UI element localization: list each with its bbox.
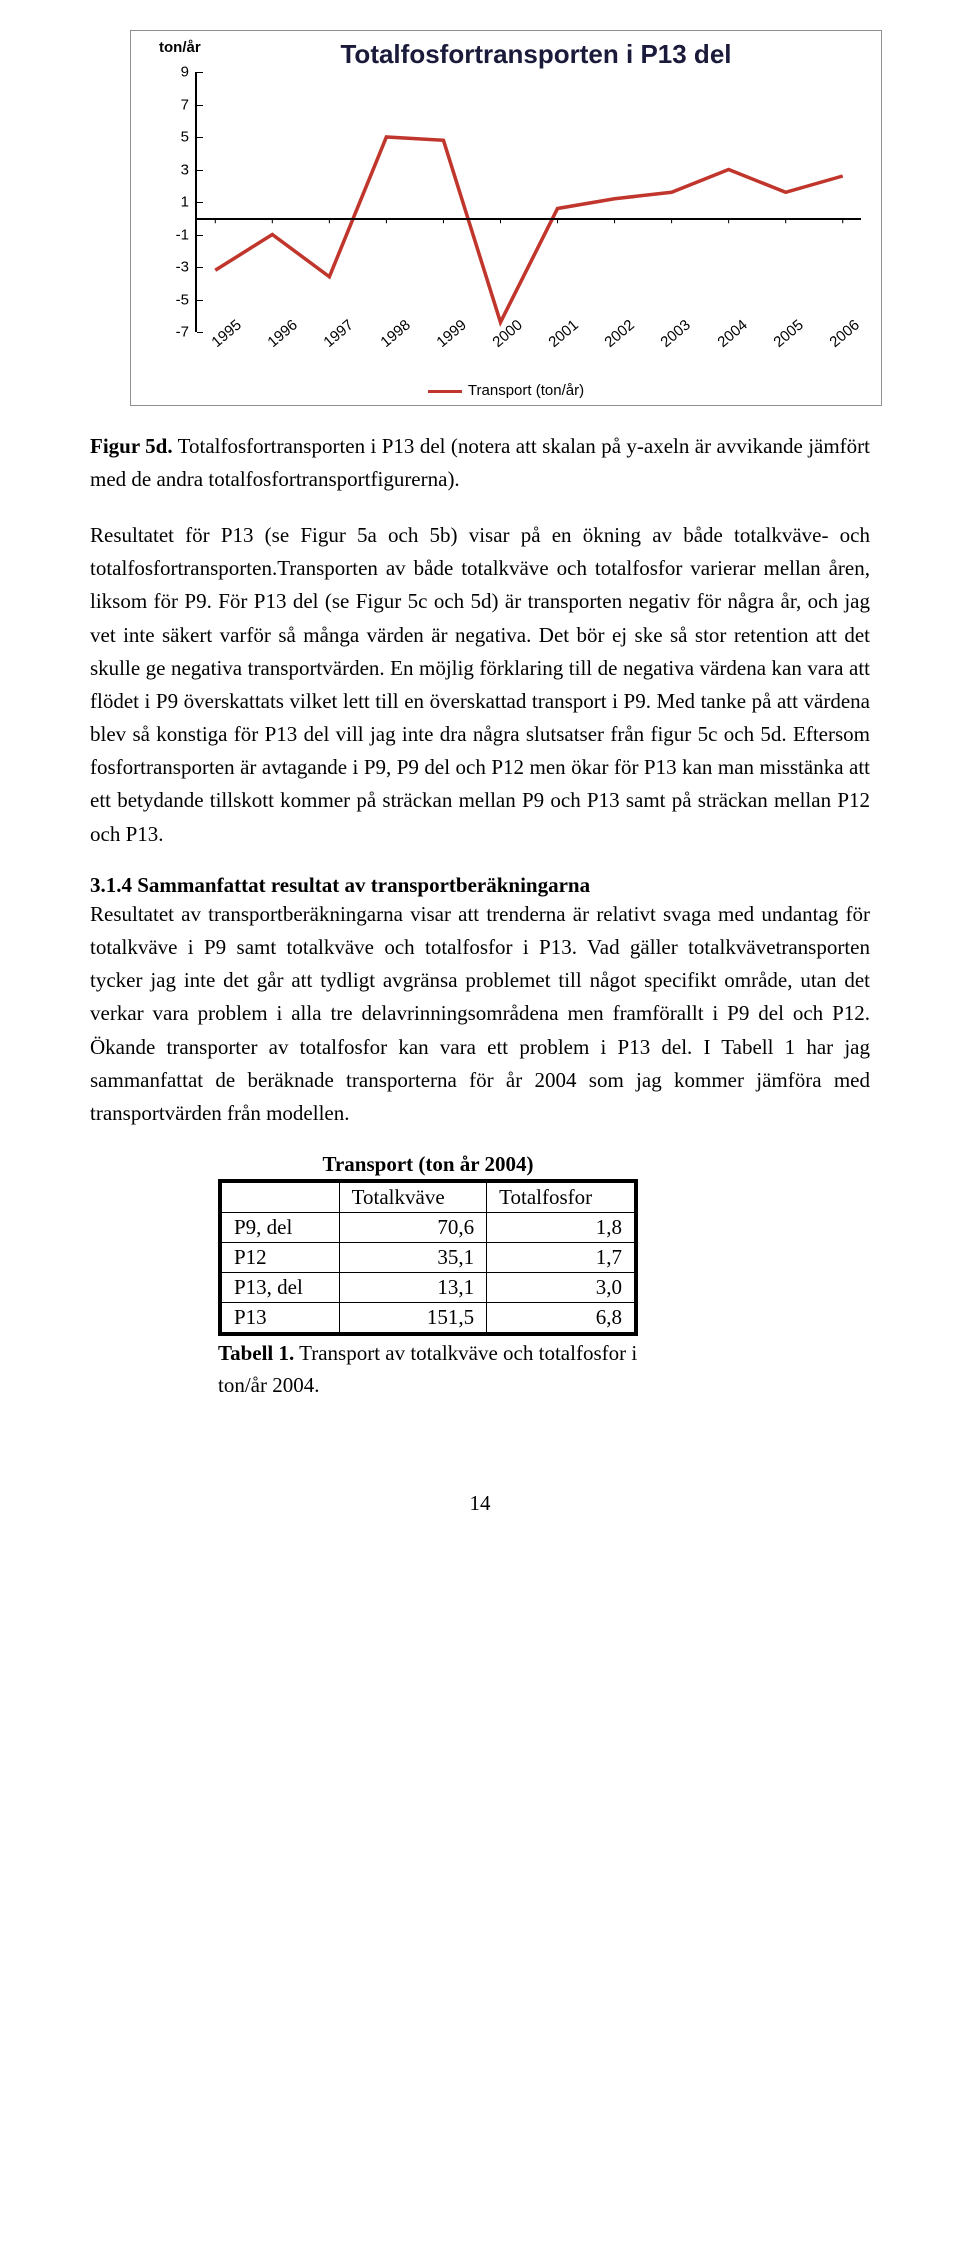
y-tick-label: -3 xyxy=(176,259,197,276)
table-cell: 35,1 xyxy=(339,1243,486,1273)
table-cell: 3,0 xyxy=(487,1273,636,1303)
paragraph-1: Resultatet för P13 (se Figur 5a och 5b) … xyxy=(90,519,870,851)
x-axis-labels: 1995199619971998199920002001200220032004… xyxy=(195,332,861,380)
chart-legend: Transport (ton/år) xyxy=(141,380,871,401)
y-tick-label: 3 xyxy=(181,161,197,178)
chart-container: ton/år Totalfosfortransporten i P13 del … xyxy=(130,30,882,406)
y-tick-label: 1 xyxy=(181,194,197,211)
figure-caption-text: Totalfosfortransporten i P13 del (notera… xyxy=(90,434,870,491)
table-caption-label: Tabell 1. xyxy=(218,1341,294,1365)
transport-table: Totalkväve Totalfosfor P9, del 70,6 1,8 … xyxy=(218,1179,638,1336)
legend-label: Transport (ton/år) xyxy=(468,382,584,399)
table-header-kvave: Totalkväve xyxy=(339,1181,486,1213)
table-title: Transport (ton år 2004) xyxy=(218,1152,638,1177)
table-cell: 1,7 xyxy=(487,1243,636,1273)
legend-line-swatch xyxy=(428,390,462,393)
y-tick-label: -7 xyxy=(176,324,197,341)
y-tick-label: -1 xyxy=(176,226,197,243)
chart-title: Totalfosfortransporten i P13 del xyxy=(201,39,871,70)
table-cell: 6,8 xyxy=(487,1303,636,1335)
figure-caption-label: Figur 5d. xyxy=(90,434,173,458)
y-tick-label: 9 xyxy=(181,64,197,81)
table-header-fosfor: Totalfosfor xyxy=(487,1181,636,1213)
plot-area: -7-5-3-113579 xyxy=(195,72,861,332)
table-cell: 70,6 xyxy=(339,1213,486,1243)
table-caption: Tabell 1. Transport av totalkväve och to… xyxy=(218,1338,638,1401)
section-title: Sammanfattat resultat av transportberäkn… xyxy=(137,873,590,897)
page-number: 14 xyxy=(90,1491,870,1516)
table-header-blank xyxy=(220,1181,339,1213)
y-tick-label: 5 xyxy=(181,129,197,146)
y-axis-unit: ton/år xyxy=(159,39,201,56)
y-tick-label: -5 xyxy=(176,291,197,308)
table-row: P13, del xyxy=(220,1273,339,1303)
line-chart-svg xyxy=(197,72,861,332)
table-cell: 1,8 xyxy=(487,1213,636,1243)
table-row: P9, del xyxy=(220,1213,339,1243)
section-number: 3.1.4 xyxy=(90,873,132,897)
table-row: P13 xyxy=(220,1303,339,1335)
paragraph-2: Resultatet av transportberäkningarna vis… xyxy=(90,898,870,1130)
table-cell: 13,1 xyxy=(339,1273,486,1303)
table-row: P12 xyxy=(220,1243,339,1273)
transport-table-block: Transport (ton år 2004) Totalkväve Total… xyxy=(218,1152,638,1401)
table-cell: 151,5 xyxy=(339,1303,486,1335)
y-tick-label: 7 xyxy=(181,96,197,113)
section-heading: 3.1.4 Sammanfattat resultat av transport… xyxy=(90,873,870,898)
figure-caption: Figur 5d. Totalfosfortransporten i P13 d… xyxy=(90,430,870,495)
